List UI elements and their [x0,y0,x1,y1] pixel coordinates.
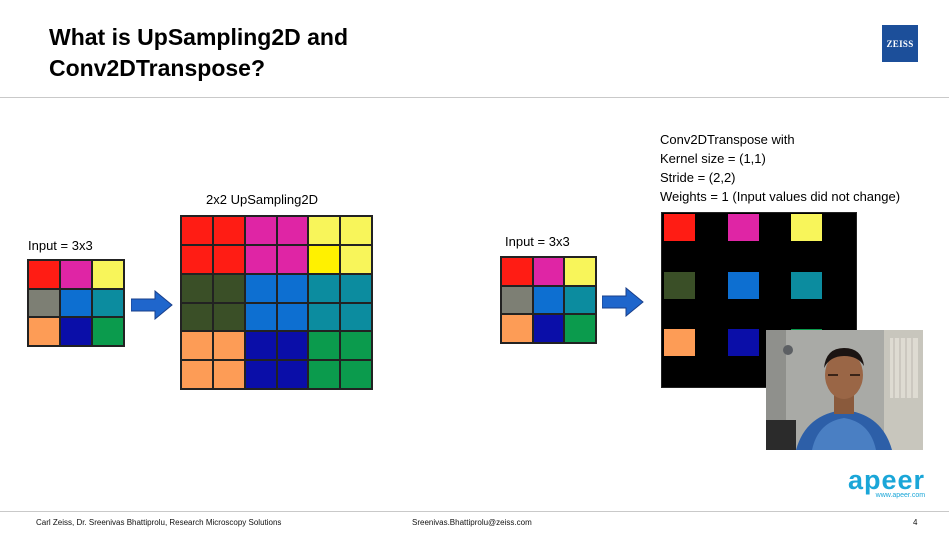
grid-cell [212,360,245,389]
grid-cell [60,288,92,318]
grid-cell [244,302,277,332]
grid-cell [340,302,372,332]
slide-title-line-2: Conv2DTranspose? [49,55,265,81]
arrow-right-icon [602,287,644,317]
footer-author: Carl Zeiss, Dr. Sreenivas Bhattiprolu, R… [36,518,282,527]
zeiss-logo: ZEISS [882,25,918,62]
slide-title-line-1: What is UpSampling2D and [49,24,349,50]
grid-cell [340,216,372,245]
grid-cell [181,273,213,303]
right-input-grid [500,256,597,344]
conv-output-cell [728,214,759,241]
grid-cell [60,260,92,289]
apeer-wordmark: apeer [848,465,926,495]
grid-cell [212,331,245,361]
grid-cell [340,244,372,274]
conv-output-cell [728,272,759,299]
grid-cell [212,273,245,303]
grid-cell [28,260,60,289]
grid-cell [340,331,372,361]
grid-cell [276,216,309,245]
presenter-video-frame [766,330,923,450]
grid-cell [308,302,341,332]
grid-cell [244,360,277,389]
grid-cell [276,273,309,303]
grid-cell [212,302,245,332]
presenter-webcam [766,330,923,450]
zeiss-logo-text: ZEISS [886,38,914,49]
grid-cell [501,314,533,343]
grid-cell [276,331,309,361]
grid-cell [308,273,341,303]
grid-cell [564,257,596,286]
grid-cell [308,331,341,361]
footer-divider [0,511,949,512]
grid-cell [60,317,92,346]
grid-cell [244,216,277,245]
grid-cell [276,244,309,274]
grid-cell [28,317,60,346]
apeer-logo: apeer www.apeer.com [848,466,925,499]
conv-line: Stride = (2,2) [660,170,736,185]
grid-cell [340,273,372,303]
grid-cell [92,260,124,289]
upsampling-label: 2x2 UpSampling2D [206,192,319,207]
slide-title: What is UpSampling2D and Conv2DTranspose… [49,22,609,84]
conv2dtranspose-description: Conv2DTranspose with Kernel size = (1,1)… [660,130,900,206]
grid-cell [92,317,124,346]
conv-transpose-output-grid [661,212,857,388]
grid-cell [532,285,565,315]
conv-output-cell [664,272,695,299]
grid-cell [564,285,596,315]
grid-cell [501,257,533,286]
grid-cell [181,360,213,389]
grid-cell [308,360,341,389]
grid-cell [532,314,565,343]
grid-cell [244,331,277,361]
grid-cell [212,244,245,274]
conv-line: Kernel size = (1,1) [660,151,766,166]
conv-output-cell [791,272,822,299]
grid-cell [28,288,60,318]
apeer-url: www.apeer.com [875,492,926,499]
grid-cell [181,302,213,332]
grid-cell [181,244,213,274]
grid-cell [308,244,341,274]
grid-cell [276,302,309,332]
conv-output-cell [791,214,822,241]
grid-cell [181,331,213,361]
conv-line: Conv2DTranspose with [660,132,795,147]
grid-cell [212,216,245,245]
conv-output-cell [728,329,759,356]
title-divider [0,97,949,98]
page-number: 4 [913,518,918,527]
upsampled-output-grid [180,215,373,390]
grid-cell [92,288,124,318]
right-input-label: Input = 3x3 [505,234,570,249]
grid-cell [244,273,277,303]
left-input-label: Input = 3x3 [28,238,93,253]
left-input-grid [27,259,125,347]
conv-line: Weights = 1 (Input values did not change… [660,189,901,204]
conv-output-cell [664,214,695,241]
footer-email: Sreenivas.Bhattiprolu@zeiss.com [412,518,532,527]
grid-cell [564,314,596,343]
conv-output-cell [664,329,695,356]
grid-cell [532,257,565,286]
grid-cell [276,360,309,389]
grid-cell [244,244,277,274]
grid-cell [181,216,213,245]
arrow-right-icon [131,290,173,320]
grid-cell [308,216,341,245]
grid-cell [340,360,372,389]
grid-cell [501,285,533,315]
